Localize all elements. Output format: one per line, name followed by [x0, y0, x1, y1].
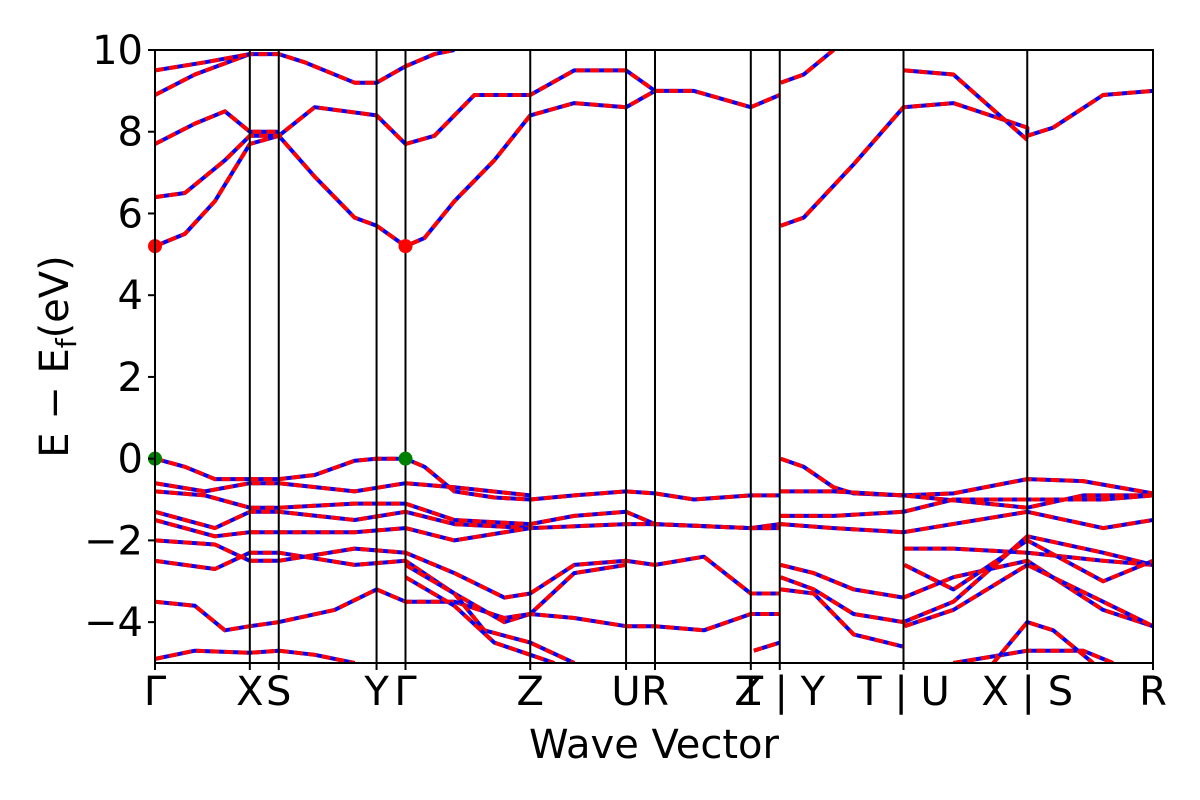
vbm-marker-3: [398, 451, 413, 466]
band-6-spin-down: [780, 50, 835, 85]
x-axis-label: Wave Vector: [529, 722, 780, 768]
band-0-spin-up: [155, 88, 781, 249]
band-25-spin-down: [780, 534, 1153, 625]
y-tick-label-0: −4: [84, 600, 143, 646]
x-tick-label-5: Z: [517, 669, 544, 715]
x-tick-label-8: T: [738, 669, 764, 715]
kpoint-lines: [248, 50, 1029, 663]
x-tick-label-12: R: [1139, 669, 1167, 715]
y-tick-label-3: 2: [118, 355, 143, 401]
band-13-spin-up: [155, 538, 780, 600]
y-axis-ticks: −4 −2 0 2 4 6 8 10: [84, 28, 155, 646]
y-tick-label-4: 4: [118, 273, 143, 319]
band-21-spin-down: [780, 489, 1153, 510]
band-2-spin-down: [155, 109, 279, 146]
band-13-spin-down: [155, 538, 780, 600]
x-tick-label-0: Γ: [144, 669, 167, 715]
y-axis-label-unit: (eV): [32, 255, 78, 338]
band-6-spin-up: [780, 50, 835, 85]
band-18-spin-down: [155, 648, 356, 663]
y-axis-label: E − Ef(eV): [32, 255, 83, 458]
y-tick-label-6: 8: [118, 110, 143, 156]
band-22-spin-down: [780, 493, 1153, 518]
band-0-spin-down: [155, 88, 781, 249]
x-tick-label-9: Z | Y: [734, 669, 825, 715]
band-17-spin-down: [404, 575, 555, 663]
x-tick-label-2: S: [266, 669, 291, 715]
y-tick-label-5: 6: [118, 191, 143, 237]
y-axis-label-main: E − E: [32, 348, 78, 458]
band-12-spin-down: [155, 518, 531, 543]
band-5-spin-up: [780, 88, 1153, 228]
y-tick-label-1: −2: [84, 518, 143, 564]
band-4-spin-down: [155, 52, 251, 73]
y-axis-label-subscript: f: [50, 337, 83, 348]
band-3-spin-down: [155, 50, 455, 97]
band-5-spin-down: [780, 88, 1153, 228]
band-30-spin-down: [953, 648, 1114, 663]
band-1-spin-down: [155, 68, 657, 200]
band-19-spin-down: [753, 640, 781, 653]
band-15-spin-down: [155, 587, 780, 633]
band-23-spin-down: [780, 509, 1153, 535]
band-29-spin-down: [903, 562, 1153, 629]
x-tick-label-6: U: [611, 669, 640, 715]
markers-layer: [148, 239, 413, 466]
band-26-spin-down: [780, 587, 904, 649]
band-27-spin-down: [904, 546, 1153, 567]
x-tick-label-11: X | S: [981, 669, 1073, 715]
band-24-spin-down: [780, 558, 1153, 629]
x-tick-label-7: R: [641, 669, 669, 715]
x-tick-label-4: Γ: [394, 669, 417, 715]
cbm-marker-1: [398, 239, 413, 254]
y-tick-label-2: 0: [118, 437, 143, 483]
x-tick-label-10: T | U: [856, 669, 950, 715]
x-tick-label-3: Y: [363, 669, 389, 715]
x-tick-label-1: X: [236, 669, 263, 715]
band-14-spin-down: [155, 550, 627, 625]
band-9-spin-down: [155, 481, 531, 498]
band-31-spin-down: [991, 620, 1095, 663]
band-16-spin-down: [404, 563, 576, 663]
y-tick-label-7: 10: [92, 28, 143, 74]
band-11-spin-down: [155, 509, 780, 531]
band-7-spin-down: [904, 68, 1029, 142]
